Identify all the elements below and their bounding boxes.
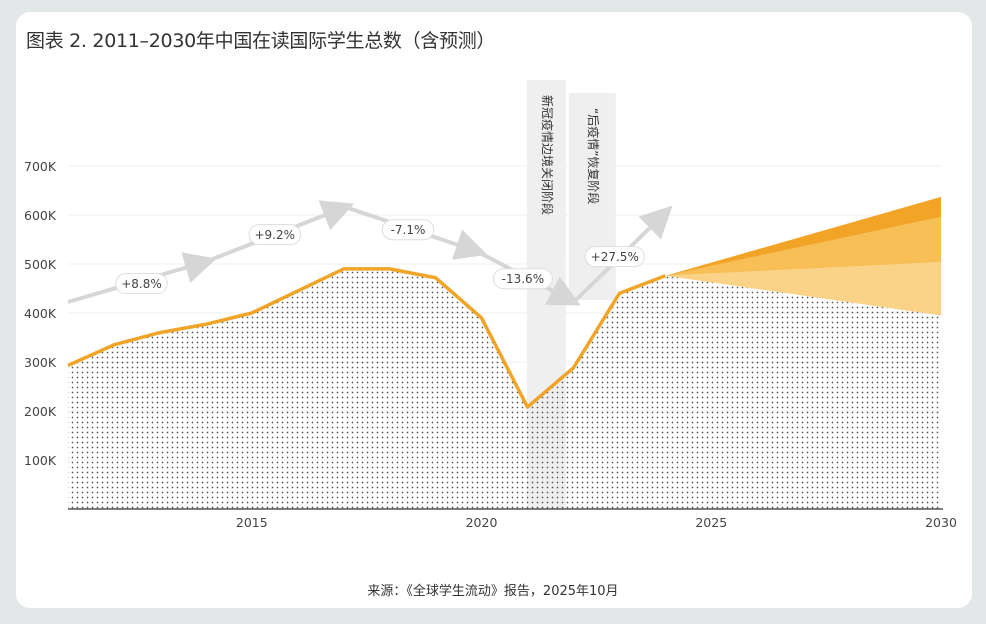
x-tick-label: 2020 [466,515,498,530]
growth-label-pill [248,224,302,246]
phase-label: “后疫情”恢复阶段 [586,108,601,204]
growth-label-pill [115,273,168,295]
growth-label: -13.6% [502,272,544,286]
growth-label-pill [584,246,645,268]
historical-line [67,267,666,409]
chart-title: 图表 2. 2011–2030年中国在读国际学生总数（含预测） [26,30,496,52]
y-tick-label: 500K [24,257,57,272]
growth-label: -7.1% [391,223,426,237]
growth-label: +27.5% [591,250,639,264]
growth-label: +9.2% [254,228,295,242]
forecast-band-high [665,196,941,276]
y-tick-label: 400K [24,306,57,321]
forecast-band-mid [665,216,941,276]
x-tick-label: 2015 [236,515,268,530]
y-tick-label: 200K [24,404,57,419]
y-tick-label: 300K [24,355,57,370]
y-tick-label: 100K [24,453,57,468]
y-tick-label: 700K [24,159,57,174]
x-tick-label: 2025 [695,515,727,530]
forecast-band-low [665,262,941,316]
growth-label-pill [492,268,553,290]
chart-source: 来源：《全球学生流动》报告，2025年10月 [367,584,619,599]
y-tick-label: 600K [24,208,57,223]
growth-label-pill [381,219,435,241]
historical-dotted-area [68,268,941,509]
x-tick-label: 2030 [925,515,957,530]
growth-label: +8.8% [121,277,162,291]
phase-label: 新冠疫情边境关闭阶段 [540,95,555,215]
